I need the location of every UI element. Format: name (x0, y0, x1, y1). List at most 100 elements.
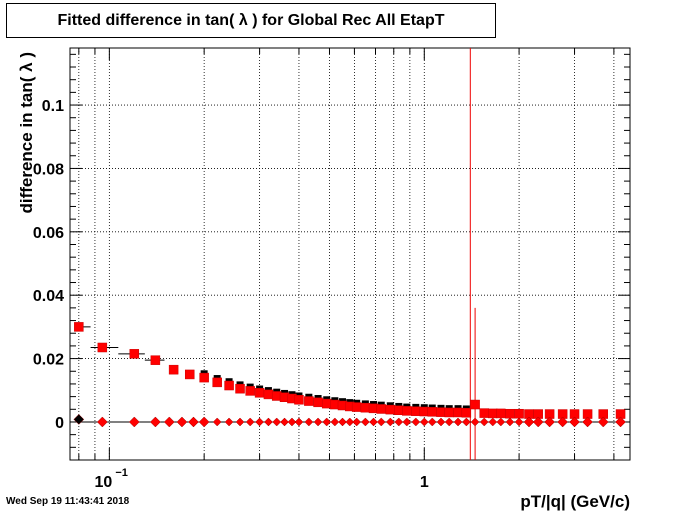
y-tick-label: 0.08 (33, 161, 64, 178)
data-point-diamond (188, 416, 199, 428)
data-point-square (351, 402, 362, 412)
data-point-square (402, 406, 412, 416)
data-point-diamond (128, 416, 140, 428)
chart-title-box: Fitted difference in tan( λ ) for Global… (6, 3, 496, 38)
y-tick-label: 0.1 (42, 98, 64, 115)
data-point-square (427, 407, 438, 417)
y-axis-label: difference in tan( λ ) (17, 52, 36, 214)
data-point-square (150, 355, 161, 365)
data-point-square (74, 322, 84, 332)
data-point-square (376, 404, 386, 414)
data-point-square (224, 380, 234, 391)
data-point-diamond (597, 416, 609, 428)
plot-frame (69, 47, 631, 461)
data-point-square (453, 407, 463, 418)
data-point-square (514, 408, 524, 419)
y-tick-label: 0 (55, 415, 64, 432)
data-point-diamond (330, 417, 340, 427)
data-point-diamond (532, 416, 544, 428)
data-point-diamond (544, 416, 555, 428)
data-point-diamond (264, 417, 273, 427)
data-series (70, 48, 630, 460)
axis-labels: 0 0.02 0.04 0.06 0.08 0.1 10−1 1 pT/|q| (GeV/c) d… (17, 52, 630, 511)
y-tick-label: 0.06 (33, 225, 64, 242)
data-point-diamond (287, 417, 297, 427)
data-point-diamond (496, 417, 506, 427)
data-point-diamond (436, 417, 446, 427)
data-point-square (304, 396, 314, 406)
data-point-diamond (479, 417, 489, 427)
data-point-diamond (150, 416, 161, 428)
data-point-square (97, 342, 108, 353)
data-point-square (505, 408, 515, 419)
data-point-square (419, 406, 430, 417)
data-point-diamond (272, 417, 282, 427)
data-point-diamond (338, 417, 347, 427)
data-point-square (254, 388, 265, 398)
data-point-square (168, 364, 179, 375)
data-point-square (321, 398, 332, 409)
data-point-square (461, 408, 472, 418)
x-tick-label: 10 (94, 474, 112, 491)
data-point-square (263, 389, 274, 400)
data-point-diamond (569, 416, 580, 428)
data-point-diamond (514, 417, 524, 427)
data-point-diamond (245, 417, 255, 427)
data-point-square (444, 407, 454, 418)
data-point-diamond (369, 417, 378, 427)
data-point-diamond (212, 417, 222, 427)
data-point-diamond (505, 417, 515, 427)
data-point-square (385, 404, 396, 415)
data-point-diamond (361, 417, 370, 427)
data-point-diamond (488, 417, 498, 427)
data-point-square (496, 408, 506, 419)
data-point-diamond (255, 417, 264, 427)
x-tick-exponent: −1 (115, 467, 128, 479)
data-point-square (479, 408, 489, 418)
data-point-square (436, 407, 446, 417)
data-point-diamond (427, 417, 437, 427)
data-point-diamond (235, 417, 245, 427)
data-point-diamond (176, 416, 188, 428)
data-point-diamond (523, 416, 535, 428)
data-point-square (360, 402, 371, 413)
data-point-diamond (461, 417, 471, 427)
data-point-diamond (557, 416, 568, 428)
data-point-diamond (198, 416, 210, 428)
timestamp: Wed Sep 19 11:43:41 2018 (6, 496, 130, 507)
data-point-diamond (394, 417, 404, 427)
y-tick-label: 0.04 (33, 288, 64, 305)
data-point-diamond (294, 417, 304, 427)
data-point-square (199, 372, 209, 383)
data-point-diamond (582, 416, 593, 428)
data-point-diamond (402, 417, 412, 427)
chart-title: Fitted difference in tan( λ ) for Global… (57, 12, 445, 29)
data-point-diamond (453, 417, 463, 427)
axes (69, 47, 631, 461)
data-point-diamond (411, 417, 421, 427)
data-point-diamond (615, 416, 626, 428)
y-tick-label: 0.02 (33, 352, 64, 369)
data-point-diamond (352, 417, 362, 427)
x-tick-label: 1 (420, 474, 429, 491)
data-point-square (488, 408, 498, 419)
data-point-diamond (322, 417, 332, 427)
data-point-diamond (304, 417, 314, 427)
data-point-diamond (96, 416, 108, 428)
data-point-diamond (470, 417, 480, 427)
data-point-square (313, 397, 323, 408)
x-axis-label: pT/|q| (GeV/c) (520, 492, 630, 511)
data-point-diamond (444, 417, 454, 427)
data-point-diamond (280, 417, 289, 427)
data-point-square (394, 405, 404, 415)
data-point-square (470, 399, 480, 410)
data-point-square (245, 386, 255, 396)
data-point-square (294, 395, 304, 405)
data-point-diamond (224, 417, 234, 427)
data-point-diamond (73, 414, 85, 425)
data-point-diamond (376, 417, 386, 427)
data-point-diamond (313, 417, 323, 427)
data-point-diamond (385, 417, 395, 427)
data-point-square (129, 349, 140, 359)
